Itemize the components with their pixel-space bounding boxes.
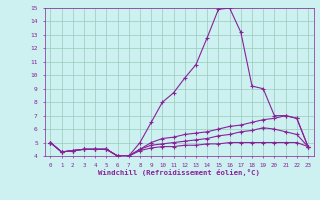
X-axis label: Windchill (Refroidissement éolien,°C): Windchill (Refroidissement éolien,°C) <box>98 169 260 176</box>
